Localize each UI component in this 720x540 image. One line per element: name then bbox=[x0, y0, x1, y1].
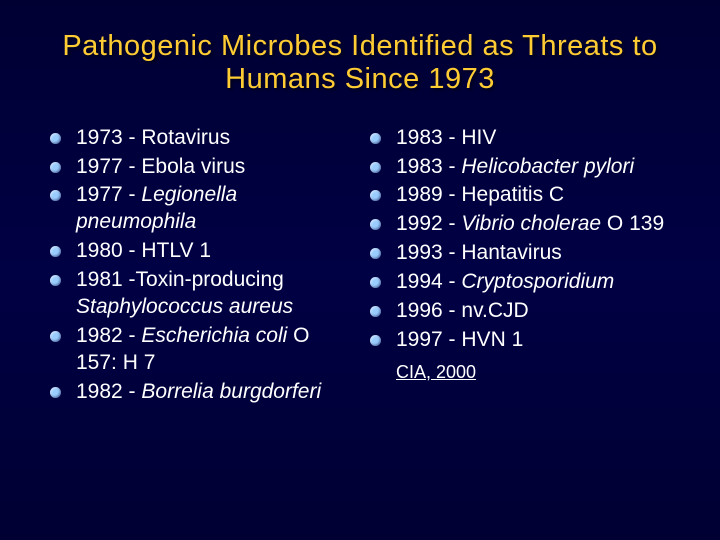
item-suffix: O 139 bbox=[601, 212, 664, 235]
item-prefix: 1993 - bbox=[396, 241, 461, 264]
list-item: 1996 - nv.CJD bbox=[370, 298, 670, 325]
item-name: Vibrio cholerae bbox=[461, 212, 601, 235]
list-item: 1982 - Escherichia coli O 157: H 7 bbox=[50, 323, 350, 377]
list-item: 1993 - Hantavirus bbox=[370, 240, 670, 267]
item-prefix: 1982 - bbox=[76, 324, 141, 347]
list-item: 1973 - Rotavirus bbox=[50, 125, 350, 152]
item-prefix: 1997 - bbox=[396, 328, 461, 351]
slide-title: Pathogenic Microbes Identified as Threat… bbox=[50, 30, 670, 97]
list-item: 1977 - Legionella pneumophila bbox=[50, 182, 350, 236]
left-column: 1973 - Rotavirus1977 - Ebola virus1977 -… bbox=[50, 125, 350, 408]
list-item: 1989 - Hepatitis C bbox=[370, 182, 670, 209]
item-prefix: 1992 - bbox=[396, 212, 461, 235]
item-name-pre: Toxin-producing bbox=[136, 268, 284, 291]
list-item: 1977 - Ebola virus bbox=[50, 154, 350, 181]
content-columns: 1973 - Rotavirus1977 - Ebola virus1977 -… bbox=[50, 125, 670, 408]
list-item: 1992 - Vibrio cholerae O 139 bbox=[370, 211, 670, 238]
item-name: Helicobacter pylori bbox=[461, 155, 634, 178]
list-item: 1981 -Toxin-producing Staphylococcus aur… bbox=[50, 267, 350, 321]
item-prefix: 1982 - bbox=[76, 380, 141, 403]
item-name: Ebola virus bbox=[141, 155, 245, 178]
item-name: Staphylococcus aureus bbox=[76, 295, 293, 318]
item-prefix: 1973 - bbox=[76, 126, 141, 149]
item-prefix: 1977 - bbox=[76, 183, 141, 206]
list-item: 1983 - HIV bbox=[370, 125, 670, 152]
item-prefix: 1994 - bbox=[396, 270, 461, 293]
item-prefix: 1996 - bbox=[396, 299, 461, 322]
item-name: HIV bbox=[461, 126, 496, 149]
item-prefix: 1977 - bbox=[76, 155, 141, 178]
item-prefix: 1989 - bbox=[396, 183, 461, 206]
item-name: Cryptosporidium bbox=[461, 270, 614, 293]
right-column: 1983 - HIV1983 - Helicobacter pylori1989… bbox=[370, 125, 670, 408]
list-item: 1983 - Helicobacter pylori bbox=[370, 154, 670, 181]
item-name: Borrelia burgdorferi bbox=[141, 380, 321, 403]
item-name: Hepatitis C bbox=[461, 183, 564, 206]
item-prefix: 1983 - bbox=[396, 126, 461, 149]
item-prefix: 1983 - bbox=[396, 155, 461, 178]
item-name: Escherichia coli bbox=[141, 324, 287, 347]
list-item: 1980 - HTLV 1 bbox=[50, 238, 350, 265]
item-name: nv.CJD bbox=[461, 299, 528, 322]
item-prefix: 1980 - bbox=[76, 239, 141, 262]
list-item: 1982 - Borrelia burgdorferi bbox=[50, 379, 350, 406]
item-prefix: 1981 - bbox=[76, 268, 136, 291]
item-name: HTLV 1 bbox=[141, 239, 211, 262]
item-name: HVN 1 bbox=[461, 328, 523, 351]
list-item: 1997 - HVN 1 bbox=[370, 327, 670, 354]
item-name: Rotavirus bbox=[141, 126, 230, 149]
item-name: Hantavirus bbox=[461, 241, 561, 264]
citation: CIA, 2000 bbox=[370, 362, 670, 383]
list-item: 1994 - Cryptosporidium bbox=[370, 269, 670, 296]
